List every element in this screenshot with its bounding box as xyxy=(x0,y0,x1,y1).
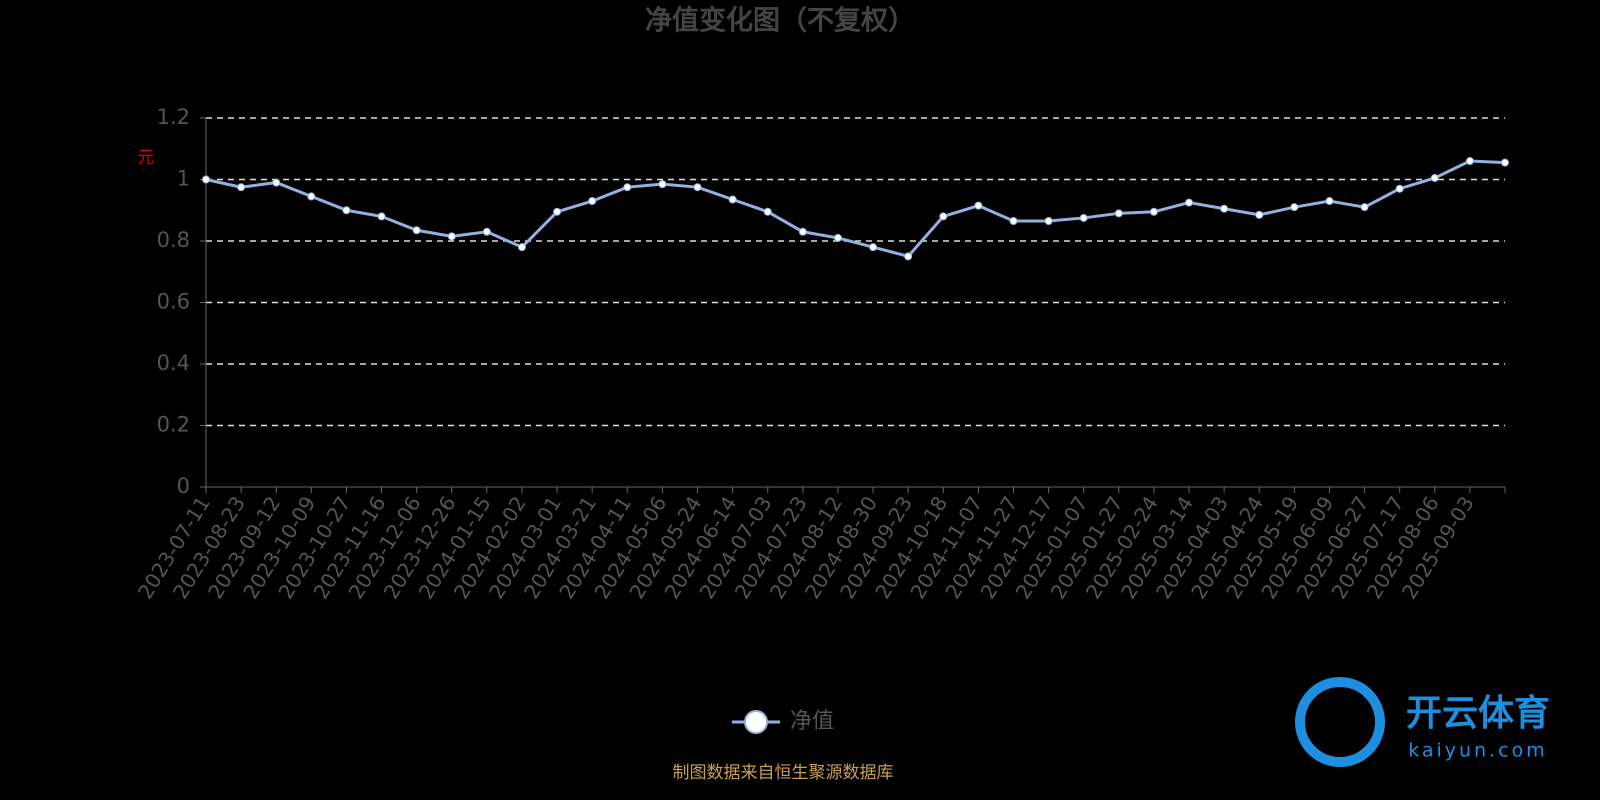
legend-label: 净值 xyxy=(790,709,834,734)
point-marker xyxy=(377,212,386,221)
point-marker xyxy=(658,180,667,189)
point-marker xyxy=(623,183,632,192)
point-marker xyxy=(1149,207,1158,216)
point-marker xyxy=(693,183,702,192)
point-marker xyxy=(202,175,210,184)
y-axis-label: 元 xyxy=(138,148,155,168)
y-tick-label: 1.2 xyxy=(157,105,190,129)
point-marker xyxy=(447,232,456,241)
chart-title: 净值变化图（不复权） xyxy=(645,5,915,37)
point-marker xyxy=(588,197,597,206)
point-marker xyxy=(1255,210,1264,219)
point-marker xyxy=(1325,197,1334,206)
point-marker xyxy=(974,201,983,210)
point-marker xyxy=(1360,203,1369,212)
point-marker xyxy=(869,243,878,252)
point-marker xyxy=(1009,217,1018,226)
y-tick-label: 0.2 xyxy=(157,413,190,437)
point-marker xyxy=(1395,184,1404,193)
series-line xyxy=(205,159,1506,259)
y-tick-label: 0.8 xyxy=(157,228,190,252)
source-note: 制图数据来自恒生聚源数据库 xyxy=(673,763,894,783)
point-marker xyxy=(833,233,842,242)
point-marker xyxy=(798,227,807,236)
watermark-site: kaiyun.com xyxy=(1408,740,1548,762)
point-marker xyxy=(728,195,737,204)
watermark-logo xyxy=(1295,677,1385,767)
watermark-brand: 开云体育 xyxy=(1406,693,1550,734)
point-marker xyxy=(1430,173,1439,182)
point-marker xyxy=(342,206,351,215)
point-marker xyxy=(1290,203,1299,212)
y-tick-label: 0 xyxy=(177,474,190,498)
y-tick-label: 0.6 xyxy=(157,290,190,314)
point-marker xyxy=(1220,204,1229,213)
point-marker xyxy=(272,178,281,187)
point-marker xyxy=(1079,213,1088,222)
point-marker xyxy=(763,207,772,216)
point-marker xyxy=(1044,217,1053,226)
point-marker xyxy=(553,207,562,216)
point-marker xyxy=(1465,157,1474,166)
point-marker xyxy=(939,212,948,221)
point-marker xyxy=(1501,158,1509,167)
legend-marker xyxy=(744,710,768,734)
point-marker xyxy=(1114,209,1123,218)
y-tick-label: 1 xyxy=(177,167,190,191)
point-marker xyxy=(517,243,526,252)
point-marker xyxy=(482,227,491,236)
point-marker xyxy=(904,252,913,261)
point-marker xyxy=(1185,198,1194,207)
point-marker xyxy=(307,192,316,201)
point-marker xyxy=(412,226,421,235)
y-tick-label: 0.4 xyxy=(157,351,190,375)
point-marker xyxy=(237,183,246,192)
